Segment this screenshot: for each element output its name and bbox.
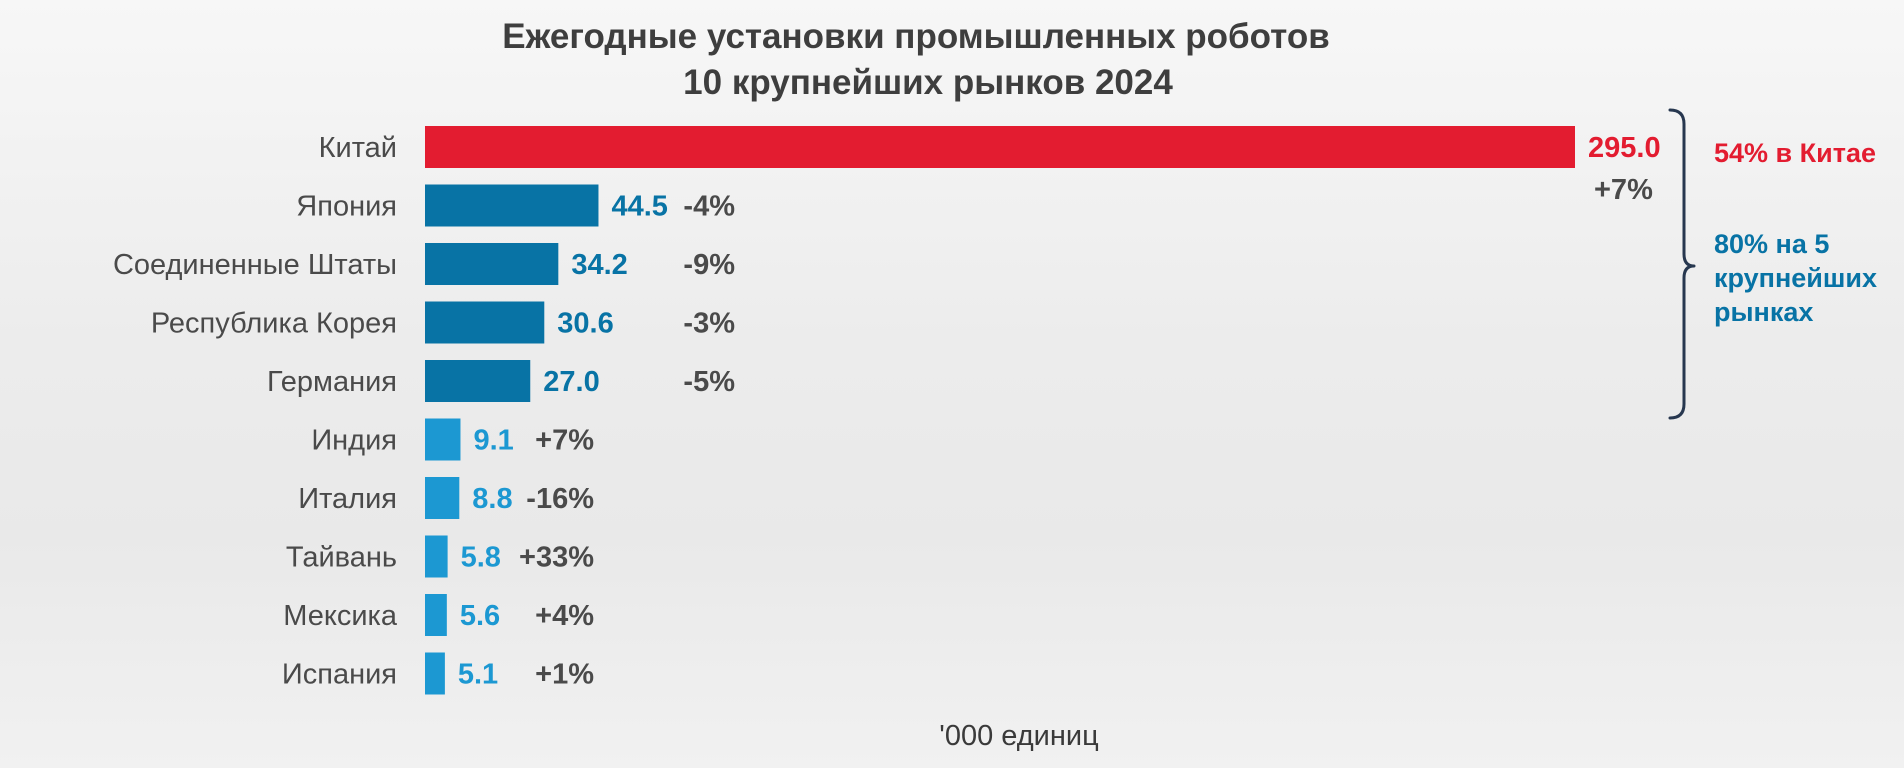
category-label-2: Япония <box>296 191 397 223</box>
china-share-note: 54% в Китае <box>1714 138 1876 168</box>
bar-7 <box>425 477 460 519</box>
category-label-4: Республика Корея <box>151 308 397 340</box>
category-label-10: Испания <box>282 659 397 691</box>
category-label-8: Тайвань <box>286 542 397 574</box>
change-label-5: -5% <box>683 366 735 398</box>
bar-8 <box>425 535 448 578</box>
value-label-5: 27.0 <box>543 366 599 398</box>
value-label-3: 34.2 <box>571 249 627 281</box>
change-label-6: +7% <box>535 425 594 457</box>
chart-subtitle: 10 крупнейших рынков 2024 <box>683 63 1173 102</box>
category-label-5: Германия <box>267 366 397 398</box>
bar-3 <box>425 243 559 285</box>
value-label-1: 295.0 <box>1588 132 1661 164</box>
value-label-9: 5.6 <box>460 600 500 632</box>
category-label-3: Соединенные Штаты <box>113 249 397 281</box>
bar-5 <box>425 360 531 402</box>
value-label-4: 30.6 <box>557 308 613 340</box>
bar-4 <box>425 301 545 344</box>
value-label-2: 44.5 <box>611 191 667 223</box>
change-label-2: -4% <box>683 191 735 223</box>
top5-share-note-line-1: 80% на 5 <box>1714 229 1829 259</box>
bar-1 <box>425 126 1575 168</box>
bar-9 <box>425 594 447 636</box>
bar-2 <box>425 184 599 227</box>
value-label-8: 5.8 <box>461 542 501 574</box>
change-label-1: +7% <box>1594 174 1653 206</box>
unit-label: '000 единиц <box>939 720 1098 752</box>
value-label-7: 8.8 <box>472 483 512 515</box>
change-label-4: -3% <box>683 308 735 340</box>
bar-10 <box>425 652 445 695</box>
change-label-3: -9% <box>683 249 735 281</box>
category-label-1: Китай <box>319 132 397 164</box>
bar-6 <box>425 418 461 461</box>
top5-bracket <box>1668 108 1696 420</box>
change-label-8: +33% <box>519 542 594 574</box>
top5-share-note-line-3: рынках <box>1714 297 1813 327</box>
top5-share-note-line-2: крупнейших <box>1714 263 1877 293</box>
change-label-7: -16% <box>526 483 594 515</box>
value-label-6: 9.1 <box>473 425 513 457</box>
category-label-9: Мексика <box>283 600 398 632</box>
category-label-7: Италия <box>298 483 397 515</box>
change-label-10: +1% <box>535 659 594 691</box>
value-label-10: 5.1 <box>458 659 498 691</box>
change-label-9: +4% <box>535 600 594 632</box>
category-label-6: Индия <box>311 425 397 457</box>
chart-title: Ежегодные установки промышленных роботов <box>502 17 1330 56</box>
bars-layer: Китай 295.0 +7% Япония 44.5 -4% Соединенные Шт… <box>113 126 1661 695</box>
